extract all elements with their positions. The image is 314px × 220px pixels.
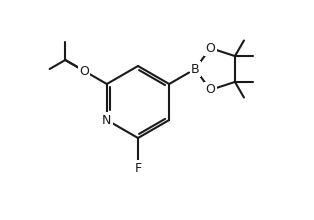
Text: N: N [102,114,111,126]
Text: O: O [205,83,215,96]
Text: F: F [134,161,142,174]
Text: O: O [205,42,215,55]
Text: B: B [191,62,199,75]
Text: O: O [79,64,89,77]
